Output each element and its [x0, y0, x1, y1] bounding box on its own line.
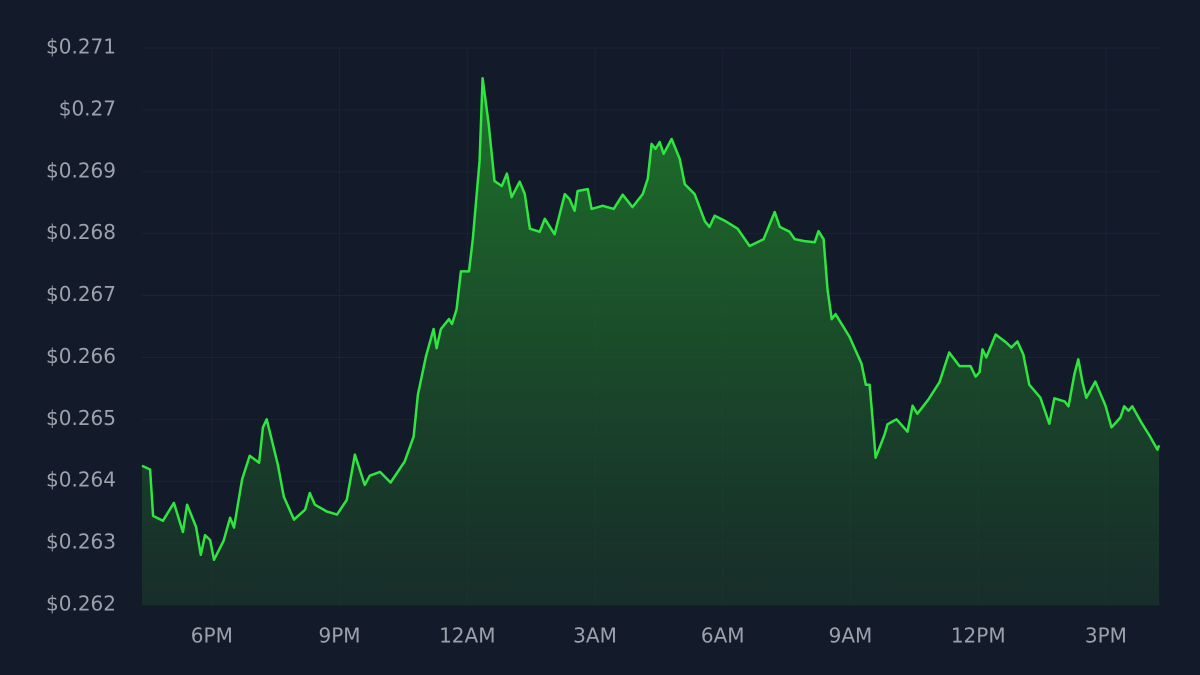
- y-tick-label: $0.262: [46, 592, 116, 616]
- x-tick-label: 6AM: [701, 624, 745, 648]
- y-tick-label: $0.263: [46, 530, 116, 554]
- area-fill: [142, 78, 1160, 606]
- y-tick-label: $0.268: [46, 220, 116, 244]
- x-tick-label: 12PM: [951, 624, 1006, 648]
- x-tick-label: 12AM: [439, 624, 495, 648]
- y-tick-label: $0.267: [46, 282, 116, 306]
- y-tick-label: $0.27: [59, 96, 116, 120]
- price-line: [141, 77, 1161, 562]
- x-tick-label: 6PM: [191, 624, 233, 648]
- x-tick-label: 9PM: [319, 624, 361, 648]
- x-tick-label: 3AM: [573, 624, 617, 648]
- x-tick-label: 3PM: [1085, 624, 1127, 648]
- y-tick-label: $0.265: [46, 406, 116, 430]
- y-tick-label: $0.266: [46, 344, 116, 368]
- y-tick-label: $0.264: [46, 468, 116, 492]
- plot: [141, 77, 1161, 606]
- axis-labels: $0.262 $0.263 $0.264 $0.265 $0.266 $0.267 $0.2…: [46, 35, 1127, 648]
- y-tick-label: $0.269: [46, 158, 116, 182]
- x-tick-label: 9AM: [829, 624, 873, 648]
- y-tick-label: $0.271: [46, 35, 116, 59]
